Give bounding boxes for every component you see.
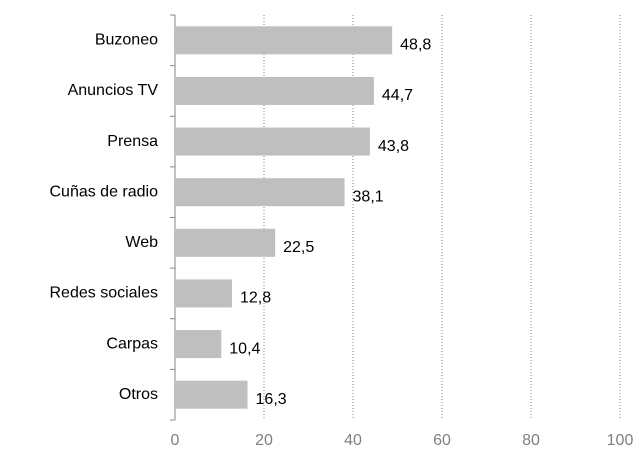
x-tick-label: 60 bbox=[433, 432, 451, 449]
bar bbox=[175, 279, 232, 308]
data-label: 43,8 bbox=[378, 138, 409, 155]
data-label: 38,1 bbox=[353, 188, 384, 205]
bar bbox=[175, 380, 248, 409]
data-label: 48,8 bbox=[400, 37, 431, 54]
y-tick-label: Redes sociales bbox=[50, 285, 159, 302]
y-tick-label: Anuncios TV bbox=[68, 82, 159, 99]
y-tick-label: Buzoneo bbox=[95, 32, 158, 49]
bar bbox=[175, 178, 345, 207]
x-tick-label: 80 bbox=[522, 432, 540, 449]
bar bbox=[175, 76, 374, 105]
data-label: 12,8 bbox=[240, 290, 271, 307]
bar bbox=[175, 228, 276, 257]
x-tick-label: 40 bbox=[344, 432, 362, 449]
x-tick-label: 20 bbox=[255, 432, 273, 449]
bar bbox=[175, 127, 370, 156]
bar bbox=[175, 26, 393, 55]
y-tick-label: Carpas bbox=[106, 335, 158, 352]
y-tick-label: Web bbox=[125, 234, 158, 251]
data-label: 10,4 bbox=[229, 340, 260, 357]
y-tick-label: Cuñas de radio bbox=[49, 183, 158, 200]
y-tick-label: Prensa bbox=[107, 133, 158, 150]
data-label: 22,5 bbox=[283, 239, 314, 256]
x-tick-label: 0 bbox=[171, 432, 180, 449]
data-label: 16,3 bbox=[256, 391, 287, 408]
bar bbox=[175, 330, 222, 359]
y-tick-label: Otros bbox=[119, 386, 158, 403]
x-tick-label: 100 bbox=[607, 432, 634, 449]
data-label: 44,7 bbox=[382, 87, 413, 104]
